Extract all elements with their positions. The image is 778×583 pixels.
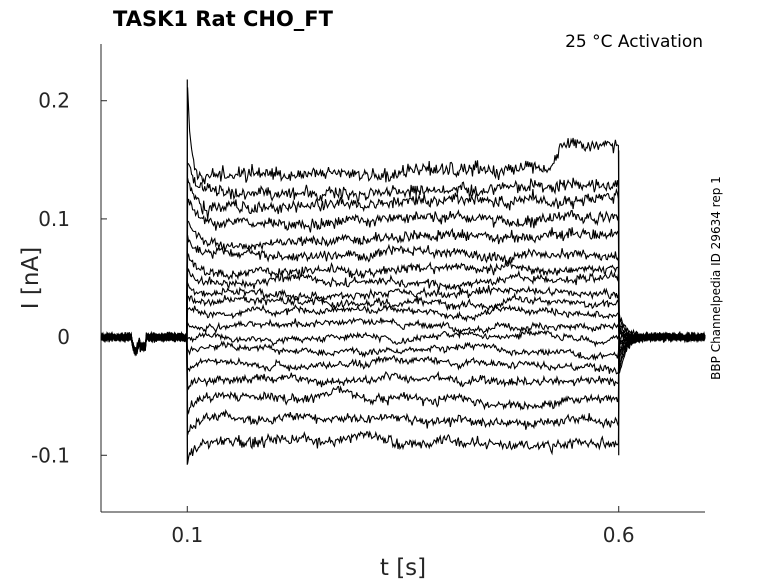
series-trace-1 <box>100 320 706 436</box>
series-trace-13 <box>100 235 706 356</box>
y-tick-label-1: 0.1 <box>38 207 70 231</box>
series-trace-0 <box>100 314 706 464</box>
series-trace-14 <box>100 220 706 361</box>
series-trace-2 <box>100 321 706 415</box>
series-trace-8 <box>100 303 706 355</box>
series-trace-9 <box>100 292 706 351</box>
tick-group: 0.1 0.6 0.2 0.1 0 -0.1 <box>31 89 635 547</box>
series-trace-17 <box>100 162 706 370</box>
chart-title-group: TASK1 Rat CHO_FT 25 °C Activation <box>113 7 703 52</box>
series-trace-10 <box>100 282 706 357</box>
axes <box>100 44 705 513</box>
series-trace-16 <box>100 177 706 369</box>
series-trace-6 <box>100 327 706 353</box>
chart-subtitle: 25 °C Activation <box>565 32 703 52</box>
trace-group <box>100 79 706 465</box>
y-tick-label-3: -0.1 <box>31 443 70 467</box>
series-trace-4 <box>100 327 706 375</box>
series-trace-11 <box>100 267 706 354</box>
y-tick-label-2: 0 <box>57 325 70 349</box>
x-axis-label: t [s] <box>380 555 426 581</box>
series-trace-15 <box>100 198 706 363</box>
series-trace-7 <box>100 316 706 354</box>
y-tick-label-0: 0.2 <box>38 89 70 113</box>
x-tick-label-0: 0.1 <box>171 523 203 547</box>
series-trace-3 <box>100 325 706 391</box>
x-tick-label-1: 0.6 <box>603 523 635 547</box>
chart-title: TASK1 Rat CHO_FT <box>113 7 334 31</box>
side-label: BBP Channelpedia ID 29634 rep 1 <box>709 176 723 380</box>
series-trace-12 <box>100 252 706 356</box>
y-axis-label: I [nA] <box>18 247 44 309</box>
series-trace-18 <box>100 87 706 374</box>
series-trace-5 <box>100 331 706 362</box>
